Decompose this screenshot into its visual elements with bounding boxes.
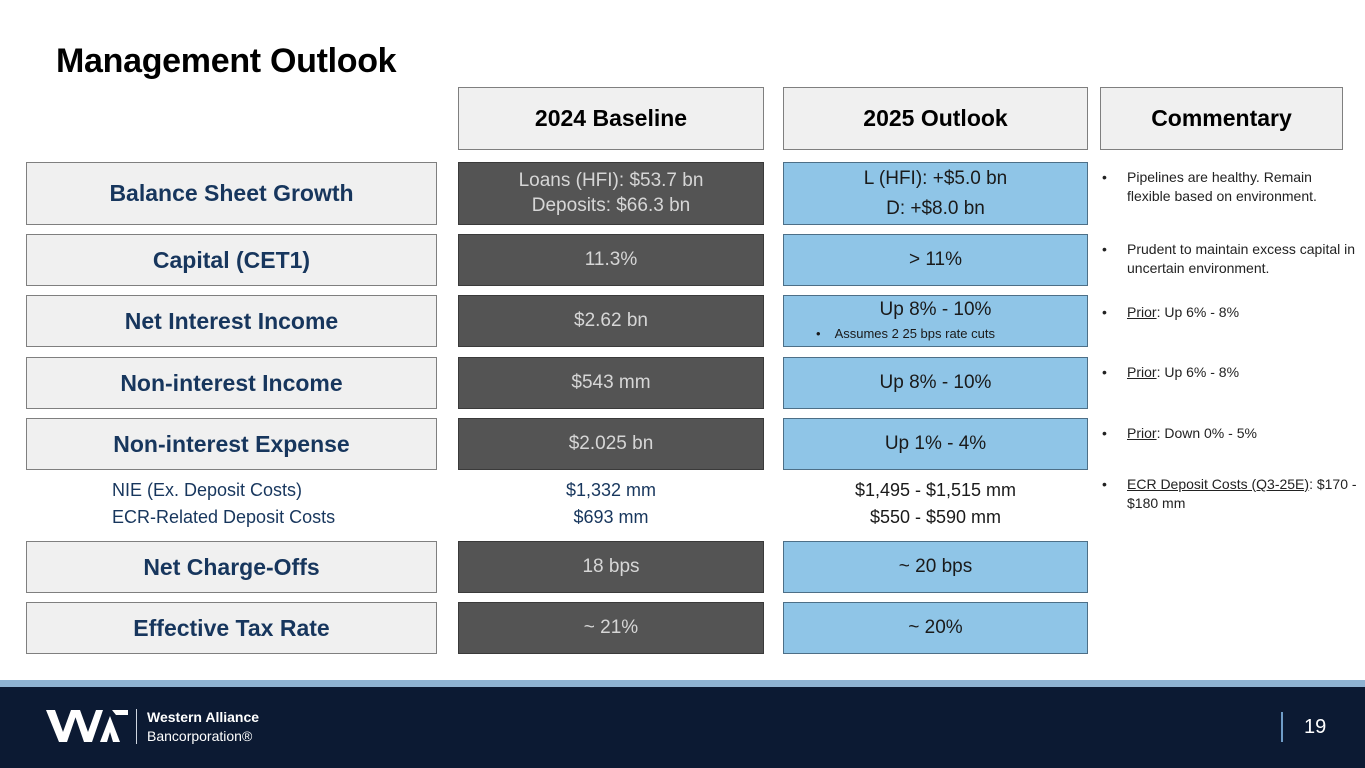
outlook-value: D: +$8.0 bn <box>886 197 985 219</box>
baseline-cell-non-interest-expense: $2.025 bn <box>458 418 764 470</box>
outlook-value: > 11% <box>909 249 962 271</box>
row-label-non-interest-income: Non-interest Income <box>26 357 437 409</box>
logo-divider <box>136 709 137 744</box>
baseline-value: 11.3% <box>584 248 638 270</box>
row-label-balance-sheet-growth: Balance Sheet Growth <box>26 162 437 225</box>
page-number: 19 <box>1304 716 1327 738</box>
commentary-ecr-deposit-costs: • ECR Deposit Costs (Q3-25E): $170 - $18… <box>1100 475 1358 513</box>
commentary-balance-sheet-growth: • Pipelines are healthy. Remain flexible… <box>1100 168 1358 206</box>
commentary-text: Prudent to maintain excess capital in un… <box>1127 241 1356 276</box>
nie-baseline-ecr: $693 mm <box>573 507 649 527</box>
bullet-icon: • <box>1102 169 1107 185</box>
row-label-net-charge-offs: Net Charge-Offs <box>26 541 437 593</box>
commentary-capital-cet1: • Prudent to maintain excess capital in … <box>1100 240 1358 278</box>
page-title: Management Outlook <box>56 42 397 80</box>
commentary-text: Pipelines are healthy. Remain flexible b… <box>1127 169 1317 204</box>
commentary-prefix: Prior <box>1127 304 1157 320</box>
outlook-value: ~ 20% <box>908 617 963 639</box>
bullet-icon: • <box>1102 476 1107 492</box>
commentary-non-interest-expense: • Prior: Down 0% - 5% <box>1100 424 1358 443</box>
outlook-value: Up 1% - 4% <box>884 433 987 455</box>
column-header-commentary: Commentary <box>1100 87 1343 150</box>
baseline-value: Loans (HFI): $53.7 bn <box>518 169 704 191</box>
baseline-value: 18 bps <box>582 555 640 577</box>
company-subname: Bancorporation® <box>147 728 253 744</box>
outlook-cell-balance-sheet-growth: L (HFI): +$5.0 bn D: +$8.0 bn <box>783 162 1088 225</box>
nie-outlook-ecr: $550 - $590 mm <box>869 507 1002 527</box>
page-number-divider <box>1281 712 1283 742</box>
commentary-text: : Down 0% - 5% <box>1156 425 1257 441</box>
nie-baseline-ex-deposit: $1,332 mm <box>565 480 657 500</box>
outlook-value: Up 8% - 10% <box>879 372 992 394</box>
outlook-value: Up 8% - 10% <box>879 298 992 320</box>
baseline-value: $2.025 bn <box>568 432 654 454</box>
baseline-cell-net-interest-income: $2.62 bn <box>458 295 764 347</box>
company-name: Western Alliance <box>147 709 260 725</box>
commentary-text: : $170 - $180 mm <box>1127 476 1357 511</box>
row-label-capital-cet1: Capital (CET1) <box>26 234 437 286</box>
footer-accent-strip <box>0 680 1365 687</box>
row-label-effective-tax-rate: Effective Tax Rate <box>26 602 437 654</box>
baseline-cell-capital-cet1: 11.3% <box>458 234 764 286</box>
baseline-value: $543 mm <box>571 371 651 393</box>
outlook-cell-effective-tax-rate: ~ 20% <box>783 602 1088 654</box>
baseline-cell-effective-tax-rate: ~ 21% <box>458 602 764 654</box>
column-header-baseline: 2024 Baseline <box>458 87 764 150</box>
commentary-prefix: Prior <box>1127 364 1157 380</box>
baseline-cell-balance-sheet-growth: Loans (HFI): $53.7 bn Deposits: $66.3 bn <box>458 162 764 225</box>
bullet-icon: • <box>1102 364 1107 380</box>
commentary-non-interest-income: • Prior: Up 6% - 8% <box>1100 363 1358 382</box>
wa-logo-icon <box>46 710 128 747</box>
nie-label-ex-deposit: NIE (Ex. Deposit Costs) <box>112 480 303 500</box>
bullet-icon: • <box>1102 425 1107 441</box>
nie-label-ecr: ECR-Related Deposit Costs <box>112 507 336 527</box>
commentary-text: : Up 6% - 8% <box>1156 364 1240 380</box>
row-label-net-interest-income: Net Interest Income <box>26 295 437 347</box>
commentary-text: : Up 6% - 8% <box>1156 304 1240 320</box>
footer-bar <box>0 687 1365 768</box>
outlook-note: Assumes 2 25 bps rate cuts <box>784 325 995 343</box>
nie-outlook-ex-deposit: $1,495 - $1,515 mm <box>854 480 1017 500</box>
outlook-cell-non-interest-expense: Up 1% - 4% <box>783 418 1088 470</box>
outlook-cell-capital-cet1: > 11% <box>783 234 1088 286</box>
bullet-icon: • <box>1102 241 1107 257</box>
outlook-cell-net-charge-offs: ~ 20 bps <box>783 541 1088 593</box>
outlook-cell-net-interest-income: Up 8% - 10% Assumes 2 25 bps rate cuts <box>783 295 1088 347</box>
baseline-value: $2.62 bn <box>574 309 648 331</box>
bullet-icon: • <box>1102 304 1107 320</box>
baseline-value: ~ 21% <box>583 616 639 638</box>
commentary-prefix: ECR Deposit Costs (Q3-25E) <box>1127 476 1310 492</box>
commentary-net-interest-income: • Prior: Up 6% - 8% <box>1100 303 1358 322</box>
baseline-cell-net-charge-offs: 18 bps <box>458 541 764 593</box>
outlook-value: ~ 20 bps <box>898 556 973 578</box>
column-header-outlook: 2025 Outlook <box>783 87 1088 150</box>
outlook-value: L (HFI): +$5.0 bn <box>863 168 1008 190</box>
row-label-non-interest-expense: Non-interest Expense <box>26 418 437 470</box>
baseline-cell-non-interest-income: $543 mm <box>458 357 764 409</box>
baseline-value: Deposits: $66.3 bn <box>531 194 691 216</box>
commentary-prefix: Prior <box>1127 425 1157 441</box>
outlook-cell-non-interest-income: Up 8% - 10% <box>783 357 1088 409</box>
